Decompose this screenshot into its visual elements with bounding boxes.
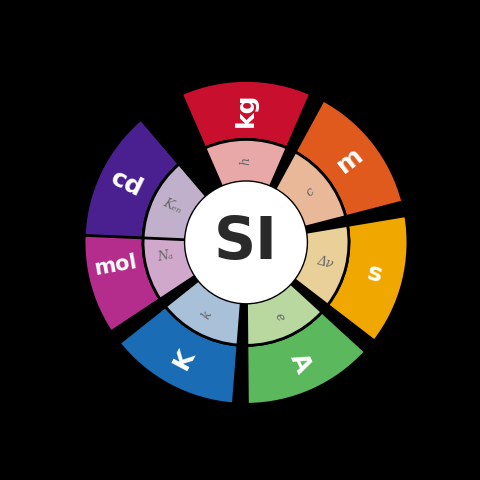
Text: s: s xyxy=(364,261,384,288)
Wedge shape xyxy=(247,312,365,404)
Wedge shape xyxy=(120,307,238,404)
Text: k: k xyxy=(200,308,215,321)
Text: Δν: Δν xyxy=(316,254,335,271)
Circle shape xyxy=(185,182,307,303)
Text: SI: SI xyxy=(214,214,278,271)
Text: Kₑₙ: Kₑₙ xyxy=(161,196,184,216)
Wedge shape xyxy=(328,216,408,341)
Text: cd: cd xyxy=(107,167,147,202)
Text: Nₐ: Nₐ xyxy=(156,249,174,264)
Text: kg: kg xyxy=(234,93,258,127)
Wedge shape xyxy=(181,81,311,148)
Wedge shape xyxy=(143,218,195,299)
Wedge shape xyxy=(166,280,241,345)
Wedge shape xyxy=(247,283,322,345)
Text: K: K xyxy=(168,345,199,373)
Wedge shape xyxy=(84,204,160,332)
Wedge shape xyxy=(295,100,403,216)
Text: A: A xyxy=(285,349,315,377)
Text: m: m xyxy=(333,144,368,179)
Wedge shape xyxy=(275,152,346,227)
Text: mol: mol xyxy=(93,252,139,279)
Text: c: c xyxy=(304,185,317,199)
Wedge shape xyxy=(294,226,349,305)
Wedge shape xyxy=(143,164,206,240)
Text: h: h xyxy=(240,156,252,165)
Text: e: e xyxy=(272,311,287,323)
Wedge shape xyxy=(84,119,179,238)
Wedge shape xyxy=(205,140,287,187)
